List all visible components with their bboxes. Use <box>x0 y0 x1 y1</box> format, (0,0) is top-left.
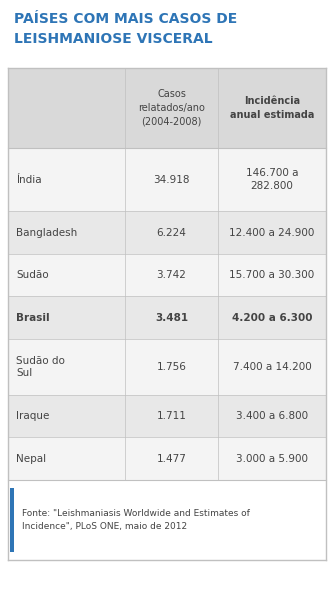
Text: 4.200 a 6.300: 4.200 a 6.300 <box>232 313 312 323</box>
Text: 1.477: 1.477 <box>157 454 186 464</box>
Text: Sudão: Sudão <box>16 270 49 280</box>
Text: Bangladesh: Bangladesh <box>16 227 77 237</box>
Bar <box>10 488 14 552</box>
Bar <box>8 254 326 296</box>
Text: Nepal: Nepal <box>16 454 46 464</box>
Text: 146.700 a
282.800: 146.700 a 282.800 <box>246 168 298 191</box>
Text: Fonte: "Leishmaniasis Worldwide and Estimates of
Incidence", PLoS ONE, maio de 2: Fonte: "Leishmaniasis Worldwide and Esti… <box>22 508 250 531</box>
Bar <box>8 395 326 438</box>
Text: 6.224: 6.224 <box>157 227 186 237</box>
Bar <box>8 438 326 480</box>
Bar <box>8 296 326 339</box>
Text: 7.400 a 14.200: 7.400 a 14.200 <box>232 362 311 372</box>
Text: 1.711: 1.711 <box>157 411 186 421</box>
Text: 3.000 a 5.900: 3.000 a 5.900 <box>236 454 308 464</box>
Text: 15.700 a 30.300: 15.700 a 30.300 <box>229 270 315 280</box>
Text: 3.400 a 6.800: 3.400 a 6.800 <box>236 411 308 421</box>
Text: Índia: Índia <box>16 175 42 185</box>
Text: Incidência
anual estimada: Incidência anual estimada <box>230 96 314 120</box>
Bar <box>8 68 326 148</box>
Text: 34.918: 34.918 <box>153 175 190 185</box>
Text: PAÍSES COM MAIS CASOS DE: PAÍSES COM MAIS CASOS DE <box>14 12 237 26</box>
Text: 1.756: 1.756 <box>157 362 186 372</box>
Bar <box>8 148 326 211</box>
Text: Casos
relatados/ano
(2004-2008): Casos relatados/ano (2004-2008) <box>138 89 205 127</box>
Text: 3.481: 3.481 <box>155 313 188 323</box>
Text: 12.400 a 24.900: 12.400 a 24.900 <box>229 227 315 237</box>
Text: LEISHMANIOSE VISCERAL: LEISHMANIOSE VISCERAL <box>14 32 213 46</box>
Text: 3.742: 3.742 <box>157 270 186 280</box>
Bar <box>8 68 326 480</box>
Text: Sudão do
Sul: Sudão do Sul <box>16 356 65 378</box>
Text: Iraque: Iraque <box>16 411 49 421</box>
Bar <box>8 211 326 254</box>
Text: Brasil: Brasil <box>16 313 50 323</box>
Bar <box>8 339 326 395</box>
Bar <box>8 480 326 560</box>
